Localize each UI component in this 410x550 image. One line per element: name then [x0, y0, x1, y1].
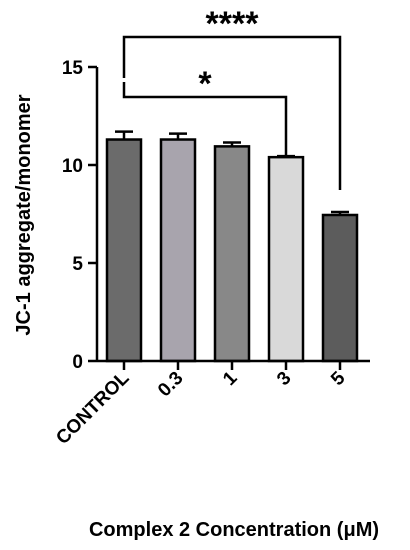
significance-bracket: [122, 82, 288, 157]
significance-annotations: *****: [122, 5, 342, 190]
x-axis-title: Complex 2 Concentration (μM): [89, 519, 379, 541]
bar: [321, 213, 359, 363]
significance-bracket: [122, 35, 342, 190]
x-tick-label: CONTROL: [52, 367, 134, 449]
x-axis: CONTROL 0.3 1 3 5: [52, 359, 370, 449]
x-tick-label: 0.3: [154, 368, 188, 402]
bar: [267, 155, 305, 363]
bar: [159, 138, 197, 363]
y-axis: 0 5 10 15: [62, 58, 99, 373]
bar: [105, 138, 143, 363]
y-tick-label: 5: [72, 254, 83, 275]
y-tick-label: 15: [62, 58, 84, 79]
significance-label: *: [198, 65, 212, 103]
x-tick-label: 5: [327, 367, 350, 390]
x-tick-label: 3: [273, 368, 295, 390]
bar: [213, 145, 251, 363]
x-tick-label: 1: [219, 367, 242, 390]
bars: [105, 130, 359, 363]
y-axis-title: JC-1 aggregate/monomer: [13, 94, 35, 335]
y-tick-label: 0: [72, 352, 83, 373]
significance-label: ****: [206, 5, 260, 43]
y-tick-label: 10: [62, 156, 83, 177]
